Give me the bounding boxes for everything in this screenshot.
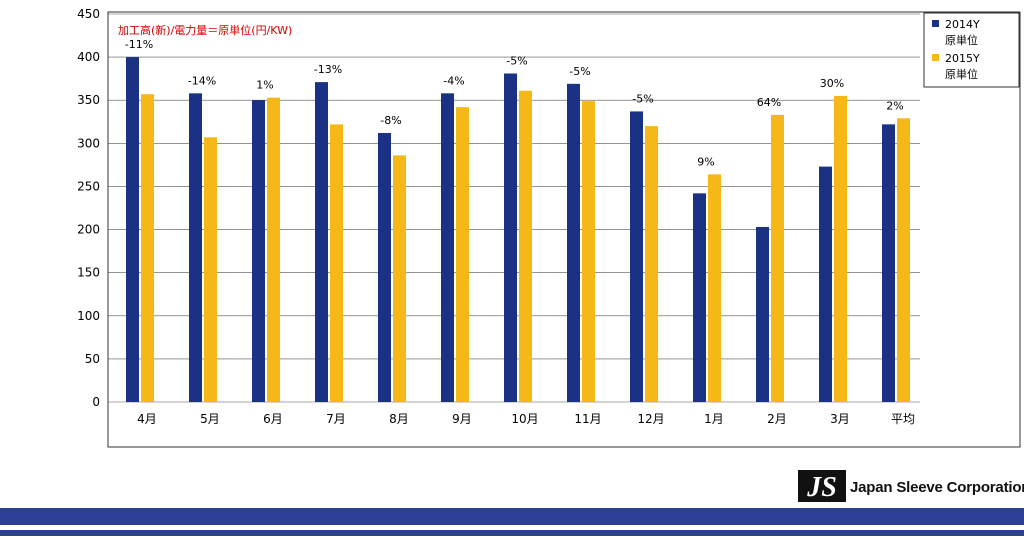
bar-2014y [630,111,643,402]
x-tick-label: 平均 [891,412,915,426]
legend-label-2014y: 2014Y [945,18,980,31]
bar-2015y [141,94,154,402]
bar-2015y [708,174,721,402]
change-label: -4% [443,74,464,87]
x-tick-label: 3月 [830,412,850,426]
change-label: 64% [757,96,781,109]
bar-2015y [393,155,406,402]
y-tick-label: 300 [77,136,100,150]
y-tick-label: 200 [77,223,100,237]
bar-2014y [504,73,517,402]
bar-2014y [882,124,895,402]
y-tick-label: 0 [92,395,100,409]
footer-band-top [0,508,1024,525]
bar-2014y [126,57,139,402]
x-tick-label: 11月 [574,412,601,426]
change-label: -5% [569,65,590,78]
change-label: -8% [380,114,401,127]
bar-2014y [567,83,580,402]
y-tick-label: 350 [77,93,100,107]
change-label: -11% [125,38,153,51]
y-tick-label: 50 [85,352,100,366]
change-label: -5% [632,92,653,105]
x-tick-label: 10月 [511,412,538,426]
legend-swatch-2014y [932,20,939,27]
x-tick-label: 5月 [200,412,220,426]
x-tick-label: 7月 [326,412,346,426]
footer-band-bottom [0,530,1024,536]
js-logo-mark: JS [798,470,846,502]
y-tick-label: 400 [77,50,100,64]
bar-2014y [819,166,832,402]
logo-mark-text: JS [806,472,837,502]
bar-2015y [582,101,595,402]
bar-2014y [756,226,769,402]
bar-2015y [456,107,469,403]
chart: 0 50 100 150 200 250 300 350 400 450 -11% -14% 1% -1… [77,7,1021,448]
y-tick-label: 450 [77,7,100,21]
x-tick-label: 8月 [389,412,409,426]
legend-label-2015y: 2015Y [945,52,980,65]
y-tick-label: 250 [77,179,100,193]
y-tick-label: 100 [77,309,100,323]
change-label: 1% [256,79,273,92]
company-logo: JS Japan Sleeve Corporation [798,470,1024,504]
bar-2014y [693,193,706,402]
bar-2015y [519,90,532,402]
x-tick-label: 9月 [452,412,472,426]
legend-label-2015y-sub: 原単位 [945,67,978,81]
bar-2015y [267,97,280,402]
bar-2014y [252,100,265,402]
bar-2015y [204,137,217,402]
change-label: -13% [314,63,342,76]
bar-2015y [330,124,343,402]
x-tick-label: 12月 [637,412,664,426]
bar-2015y [897,118,910,402]
legend-swatch-2015y [932,54,939,61]
x-tick-label: 2月 [767,412,787,426]
legend: 2014Y 原単位 2015Y 原単位 [923,12,1020,88]
bar-2014y [378,132,391,402]
x-tick-label: 6月 [263,412,283,426]
change-label: -5% [506,54,527,67]
change-label: -14% [188,74,216,87]
x-tick-label: 1月 [704,412,724,426]
x-tick-label: 4月 [137,412,157,426]
bar-2015y [771,114,784,402]
change-label: 30% [820,77,844,90]
bar-2014y [315,82,328,403]
change-label: 9% [697,155,714,168]
legend-label-2014y-sub: 原単位 [945,33,978,47]
chart-title: 加工高(新)/電力量＝原単位(円/KW) [118,23,292,37]
bar-2015y [834,95,847,403]
company-name: Japan Sleeve Corporation [850,479,1024,496]
change-label: 2% [886,99,903,112]
bar-2014y [189,93,202,402]
bar-2014y [441,93,454,402]
bar-2015y [645,126,658,402]
legend-box [923,12,1020,88]
y-tick-label: 150 [77,266,100,280]
